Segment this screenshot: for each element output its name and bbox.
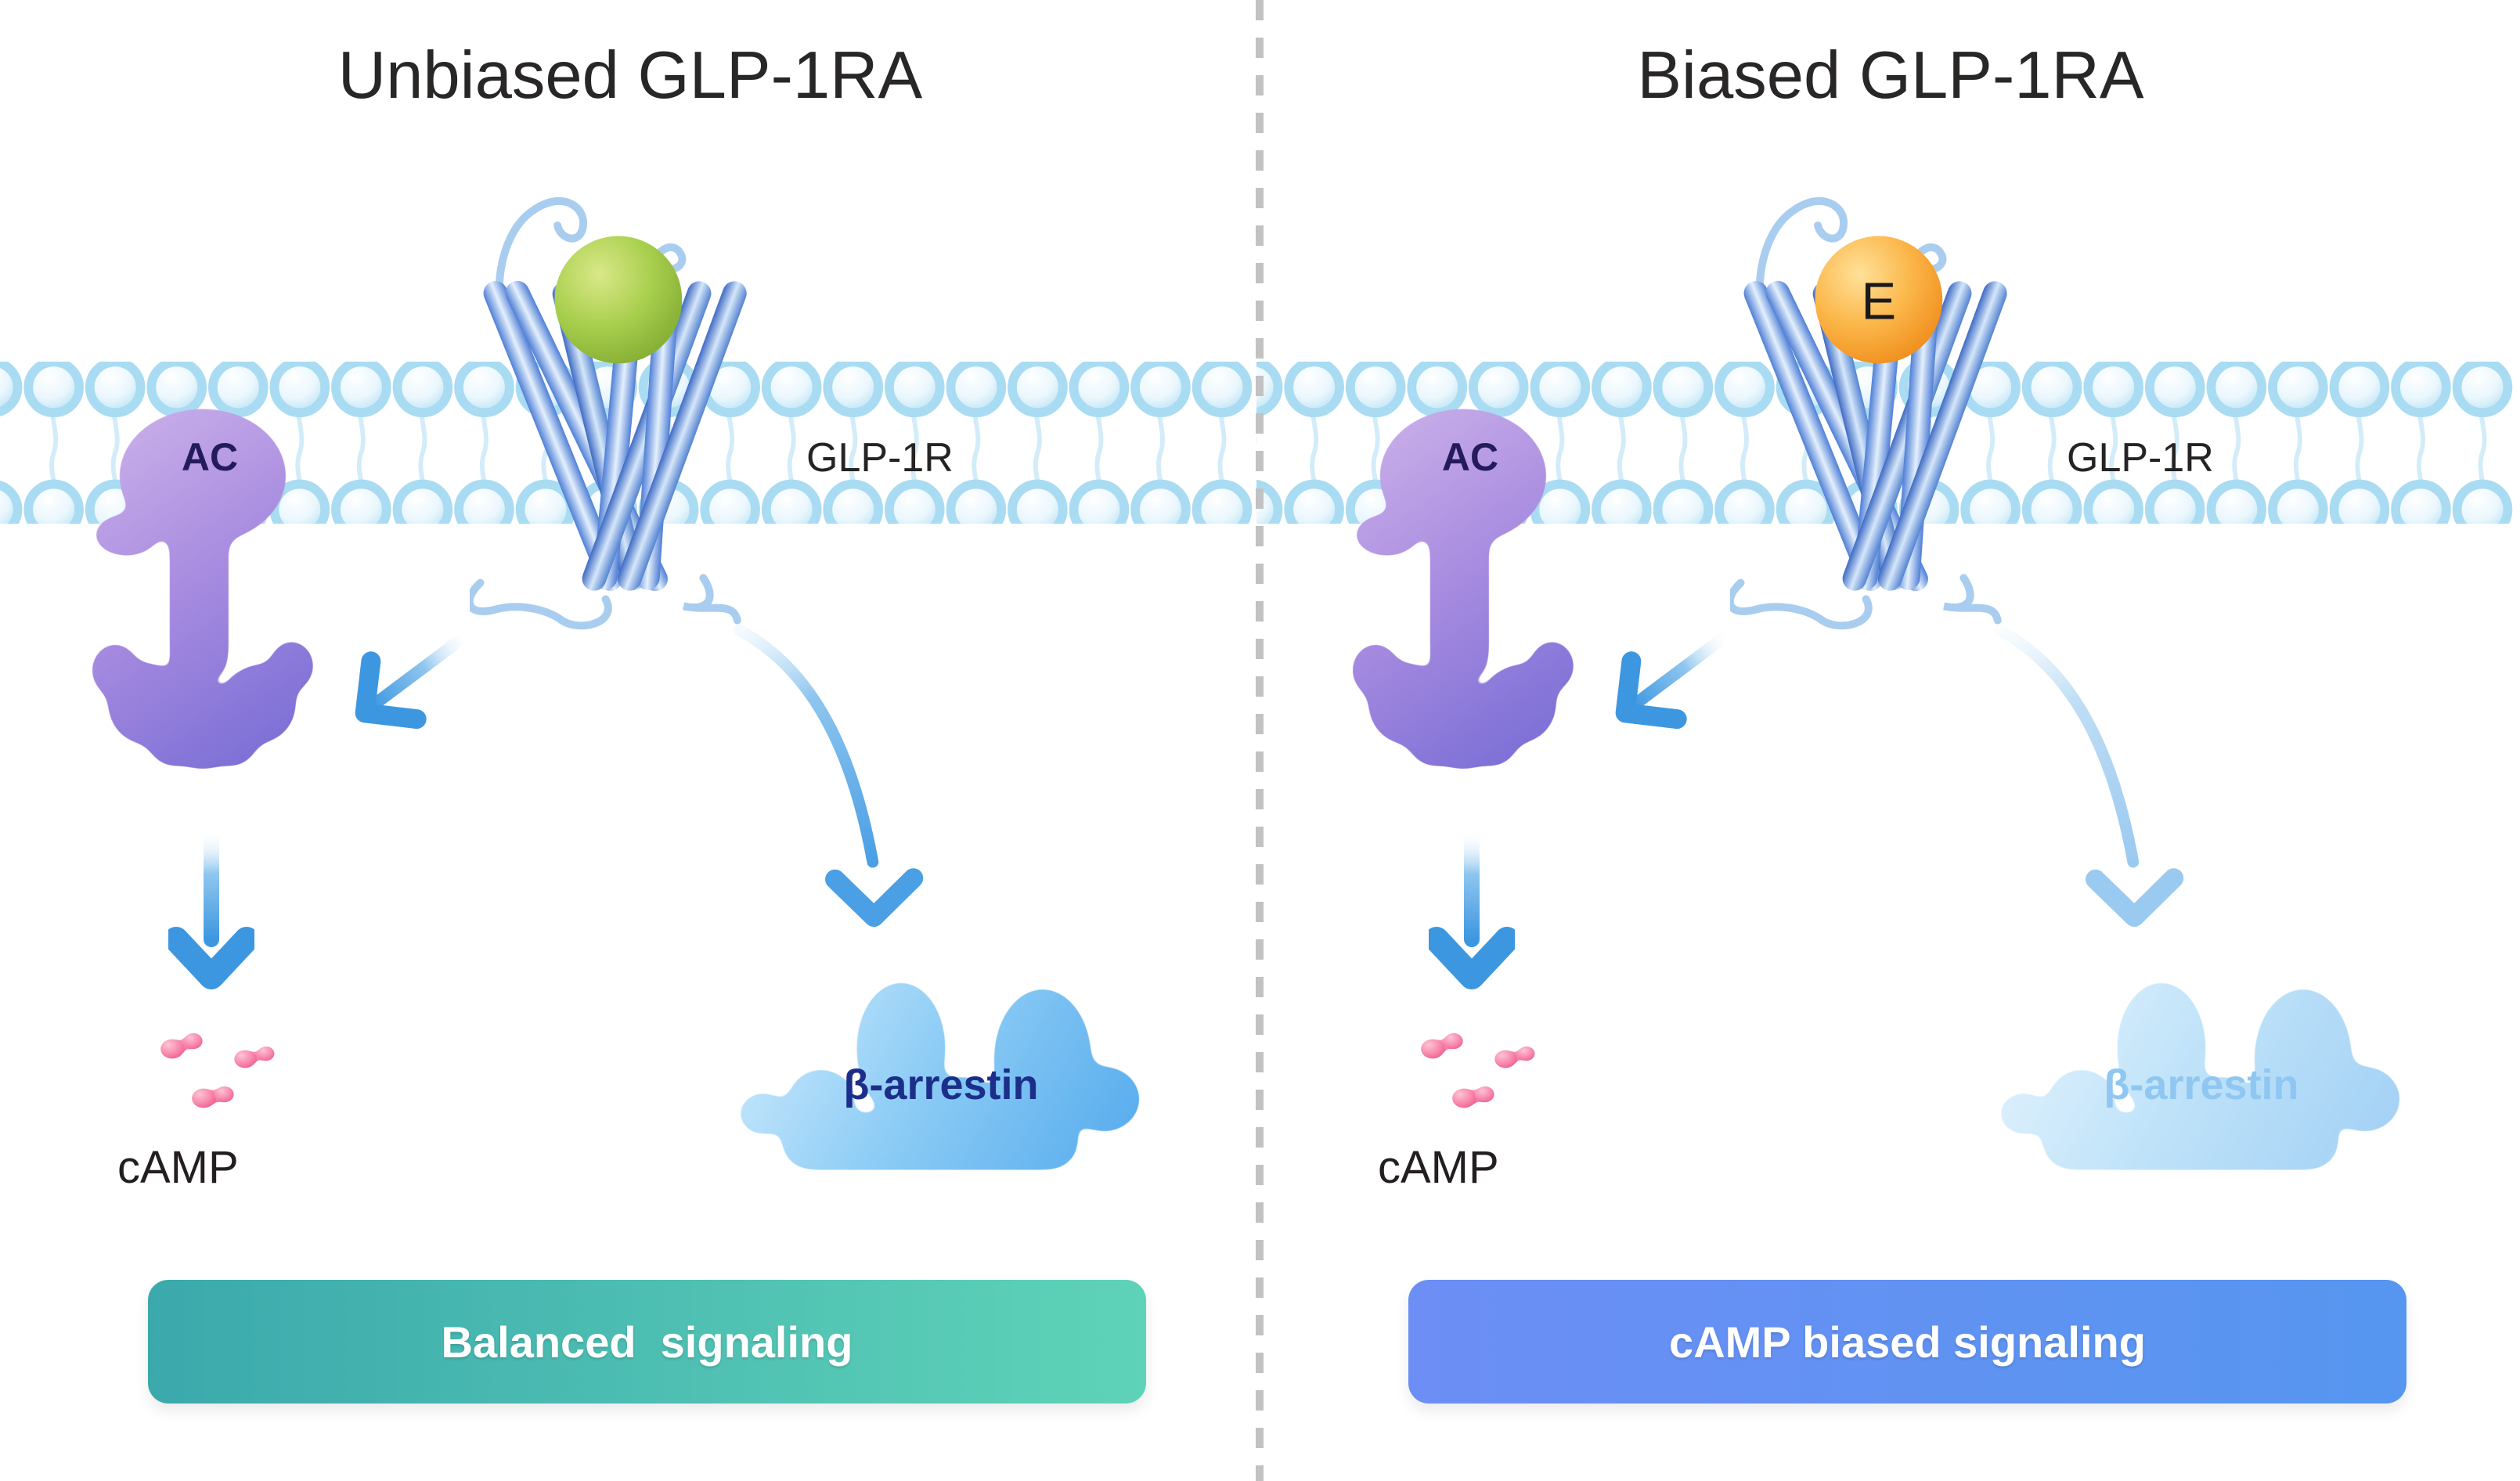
svg-text:E: E bbox=[1862, 272, 1897, 330]
